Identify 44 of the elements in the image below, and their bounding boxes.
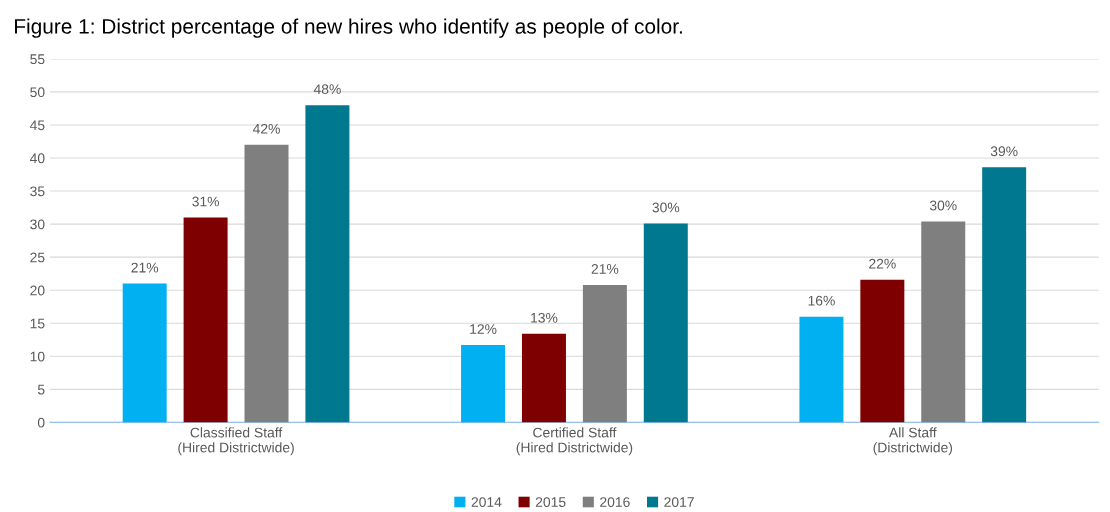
y-tick-label: 25 [30, 252, 45, 263]
data-label: 30% [929, 200, 957, 211]
y-tick-label: 40 [29, 153, 45, 164]
x-tick-label: Certified Staff (Hired Districtwide) [516, 427, 633, 456]
data-label: 21% [591, 264, 619, 274]
y-tick-label: 45 [29, 120, 45, 131]
bar [582, 284, 627, 423]
data-label: 13% [531, 312, 558, 323]
y-tick-label: 0 [37, 417, 45, 428]
legend-label: 2014 [471, 497, 502, 507]
y-tick-label: 20 [30, 285, 45, 296]
bar [799, 316, 844, 423]
bar [860, 279, 905, 423]
bar [461, 345, 506, 423]
y-tick-label: 35 [30, 186, 45, 197]
legend-label: 2015 [535, 497, 566, 507]
bar [244, 144, 289, 423]
bar [305, 105, 350, 423]
data-label: 21% [131, 262, 159, 273]
legend-label: 2017 [664, 497, 694, 507]
bar [982, 167, 1027, 423]
x-tick-label: All Staff (Districtwide) [873, 427, 953, 456]
x-tick-label: Classified Staff (Hired Districtwide) [178, 427, 294, 456]
data-label: 16% [808, 295, 835, 306]
bar [122, 283, 167, 423]
bar [521, 333, 566, 423]
bar [921, 221, 966, 423]
data-label: 22% [869, 258, 896, 269]
bar [643, 223, 688, 423]
data-label: 12% [470, 324, 497, 334]
y-tick-label: 10 [30, 351, 45, 362]
chart-title: Figure 1: District percentage of new hires who identify as people of color. [15, 18, 682, 38]
data-label: 31% [192, 196, 220, 207]
y-tick-label: 30 [30, 219, 45, 230]
y-tick-label: 15 [30, 318, 45, 329]
data-label: 48% [313, 84, 341, 95]
y-tick-label: 5 [37, 384, 45, 395]
data-label: 30% [652, 202, 680, 213]
data-label: 39% [990, 146, 1018, 157]
y-tick-label: 50 [30, 87, 45, 98]
data-label: 42% [252, 123, 280, 134]
y-tick-label: 55 [30, 54, 45, 65]
legend-label: 2016 [600, 497, 630, 507]
bar [183, 217, 228, 423]
